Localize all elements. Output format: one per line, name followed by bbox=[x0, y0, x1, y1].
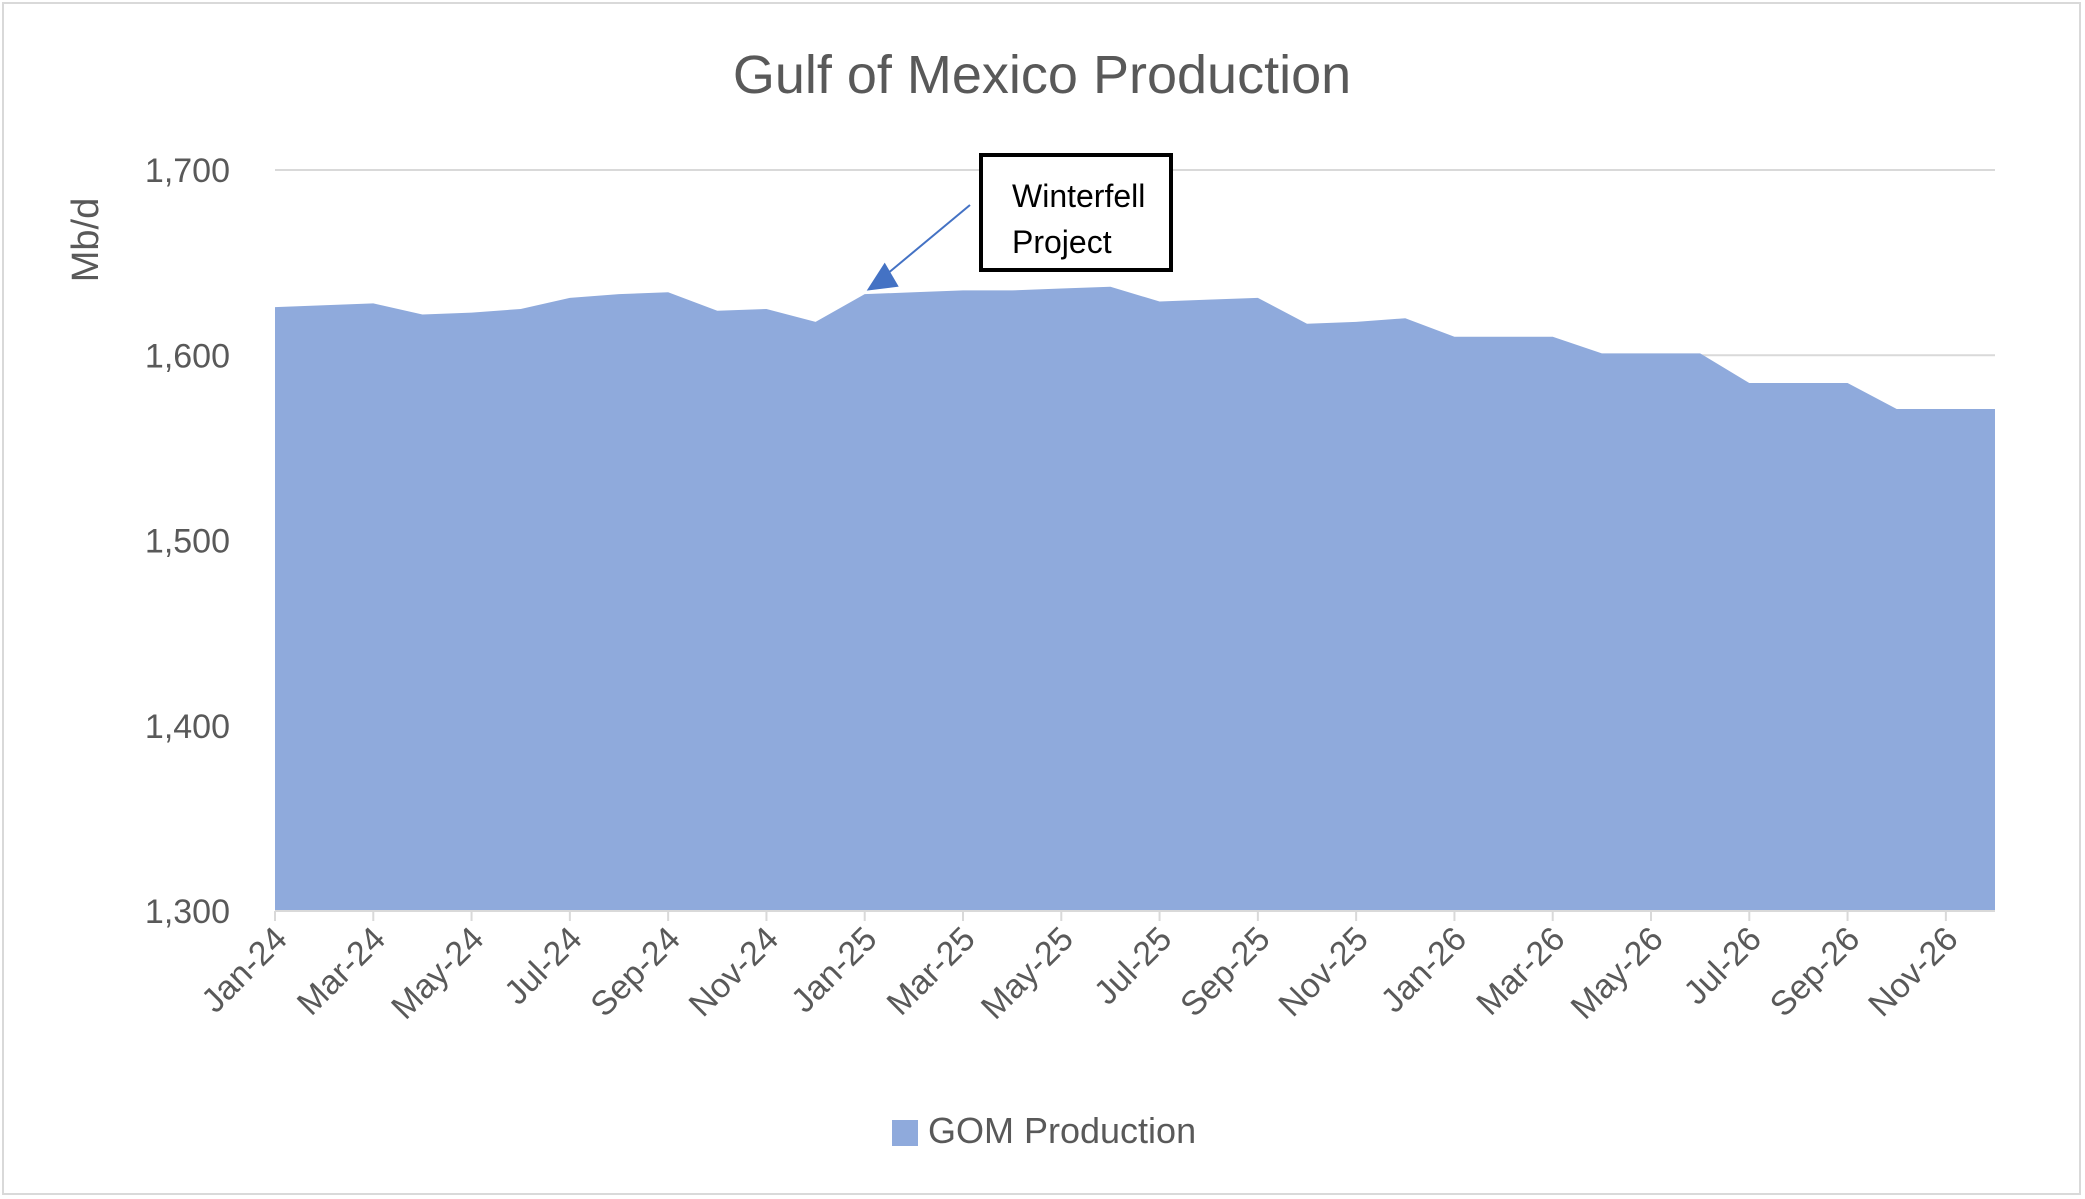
x-tick-label: Nov-25 bbox=[1271, 920, 1375, 1024]
annotation-text-line-2: Project bbox=[1012, 224, 1112, 260]
y-tick-label: 1,300 bbox=[145, 893, 230, 931]
annotation-arrow-head bbox=[866, 262, 899, 291]
x-tick-label: Jul-25 bbox=[1087, 920, 1179, 1012]
y-axis-tick-labels: 1,300 1,400 1,500 1,600 1,700 bbox=[145, 152, 230, 931]
chart-title: Gulf of Mexico Production bbox=[733, 45, 1351, 105]
x-tick-label: Jan-26 bbox=[1374, 920, 1474, 1020]
x-tick-label: Mar-26 bbox=[1469, 920, 1572, 1023]
x-tick-label: Mar-24 bbox=[290, 920, 393, 1023]
area-series-gom-production bbox=[275, 286, 1995, 911]
legend-swatch-gom-production bbox=[892, 1120, 918, 1146]
y-tick-label: 1,400 bbox=[145, 708, 230, 746]
x-tick-label: Nov-24 bbox=[682, 920, 786, 1024]
x-tick-label: Sep-25 bbox=[1173, 920, 1277, 1024]
legend: GOM Production bbox=[892, 1110, 1196, 1151]
x-tick-label: Mar-25 bbox=[880, 920, 983, 1023]
y-tick-label: 1,500 bbox=[145, 523, 230, 561]
legend-label-gom-production: GOM Production bbox=[928, 1110, 1196, 1151]
annotation-winterfell: Winterfell Project bbox=[866, 153, 1173, 291]
x-tick-label: May-26 bbox=[1564, 920, 1671, 1027]
annotation-text-line-1: Winterfell bbox=[1012, 178, 1145, 214]
y-tick-label: 1,700 bbox=[145, 152, 230, 190]
annotation-box bbox=[979, 153, 1173, 272]
x-tick-label: Jul-26 bbox=[1677, 920, 1769, 1012]
x-tick-label: May-24 bbox=[384, 920, 491, 1027]
x-axis-ticks bbox=[274, 911, 1947, 921]
x-tick-label: Nov-26 bbox=[1861, 920, 1965, 1024]
x-tick-label: Jan-24 bbox=[194, 920, 294, 1020]
x-tick-label: Jan-25 bbox=[784, 920, 884, 1020]
y-axis-label: Mb/d bbox=[65, 198, 107, 282]
x-tick-label: Sep-24 bbox=[583, 920, 687, 1024]
y-tick-label: 1,600 bbox=[145, 337, 230, 375]
x-tick-label: May-25 bbox=[974, 920, 1081, 1027]
annotation-arrow-line bbox=[888, 204, 971, 274]
x-tick-label: Jul-24 bbox=[497, 920, 589, 1012]
x-tick-label: Sep-26 bbox=[1763, 920, 1867, 1024]
